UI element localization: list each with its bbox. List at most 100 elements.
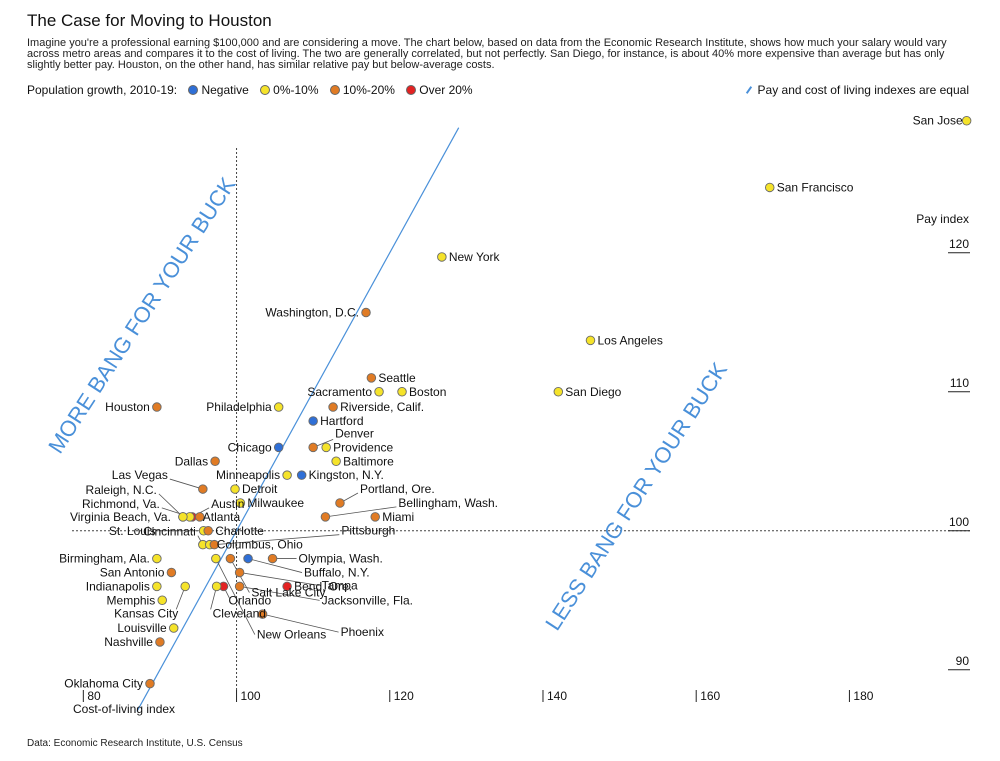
x-tick-label-180: 180 <box>853 689 873 703</box>
point-label-indianapolis: Indianapolis <box>86 579 150 593</box>
point-label-milwaukee: Milwaukee <box>247 496 304 510</box>
point-san-antonio <box>166 567 177 578</box>
legend-item-10-20: 10%-20% <box>329 83 395 97</box>
y-axis-title: Pay index <box>916 212 969 226</box>
point-nashville <box>155 637 165 647</box>
point-boston <box>397 387 407 397</box>
x-tick-label-120: 120 <box>394 689 414 703</box>
point-label-washington-d-c: Washington, D.C. <box>265 306 359 320</box>
point-indianapolis <box>152 581 162 592</box>
legend-dot-negative <box>188 85 199 95</box>
point-label-houston: Houston <box>105 400 150 414</box>
point-label-denver: Denver <box>335 426 374 440</box>
x-tick-label-140: 140 <box>547 689 567 703</box>
x-tick-label-80: 80 <box>87 689 101 703</box>
legend-text-10-20: 10%-20% <box>342 83 395 97</box>
leader-new-orleans <box>215 558 256 635</box>
point-san-diego <box>553 387 564 397</box>
point-baltimore <box>331 456 341 467</box>
y-tick-label-100: 100 <box>949 515 969 529</box>
source-note: Data: Economic Research Institute, U.S. … <box>27 738 243 749</box>
point-label-san-antonio: San Antonio <box>100 565 165 579</box>
y-tick-label-120: 120 <box>949 237 969 251</box>
point-minneapolis <box>282 470 292 480</box>
point-label-seattle: Seattle <box>378 371 416 385</box>
point-oklahoma-city <box>145 678 155 689</box>
equal-line-legend: Pay and cost of living indexes are equal <box>745 83 969 97</box>
chart-subtitle: Imagine you're a professional earning $1… <box>27 37 947 71</box>
leader-phoenix <box>262 613 339 633</box>
leader-las-vegas <box>169 478 203 490</box>
point-denver <box>308 442 318 453</box>
point-label-birmingham-ala: Birmingham, Ala. <box>59 552 150 566</box>
point-kansas-city <box>180 581 190 592</box>
point-label-tampa: Tampa <box>322 578 358 592</box>
point-label-los-angeles: Los Angeles <box>597 333 662 347</box>
point-label-pittsburgh: Pittsburgh <box>341 524 395 538</box>
point-bellingham-wash <box>320 512 331 522</box>
point-dallas <box>210 456 220 467</box>
point-label-charlotte: Charlotte <box>215 524 264 538</box>
point-label-bend-ore: Bend, Ore. <box>294 579 352 593</box>
point-pittsburgh <box>209 539 220 550</box>
point-label-minneapolis: Minneapolis <box>216 468 280 482</box>
point-jacksonville-fla <box>234 581 245 592</box>
point-label-providence: Providence <box>333 440 393 454</box>
y-tick-label-90: 90 <box>956 654 970 668</box>
point-label-boston: Boston <box>409 385 446 399</box>
legend: Population growth, 2010-19: Negative 0%-… <box>27 83 481 97</box>
point-cleveland <box>211 581 222 592</box>
point-label-columbus-ohio: Columbus, Ohio <box>217 538 303 552</box>
point-label-louisville: Louisville <box>117 621 167 635</box>
legend-item-0-10: 0%-10% <box>260 83 319 97</box>
legend-label: Population growth, 2010-19: <box>27 83 178 97</box>
point-las-vegas <box>198 484 208 494</box>
point-label-san-jose: San Jose <box>913 114 963 128</box>
legend-text-over-20: Over 20% <box>419 83 473 97</box>
point-buffalo-n-y <box>243 553 253 564</box>
legend-dot-0-10 <box>260 85 271 95</box>
point-bend-ore <box>282 581 292 592</box>
point-label-detroit: Detroit <box>242 482 278 496</box>
point-label-new-orleans: New Orleans <box>257 628 326 642</box>
point-label-richmond-va: Richmond, Va. <box>82 497 160 511</box>
point-atlanta <box>195 512 205 522</box>
point-hartford <box>308 416 318 426</box>
point-label-sacramento: Sacramento <box>307 385 372 399</box>
point-label-salt-lake-city: Salt Lake City <box>251 586 325 600</box>
point-louisville <box>168 623 179 633</box>
point-label-new-york: New York <box>449 250 501 264</box>
point-label-nashville: Nashville <box>104 635 153 649</box>
legend-text-0-10: 0%-10% <box>273 83 319 97</box>
y-tick-label-110: 110 <box>950 376 969 390</box>
point-miami <box>370 512 380 522</box>
point-phoenix <box>257 609 268 619</box>
point-san-francisco <box>764 182 775 193</box>
leader-buffalo-n-y <box>247 558 303 573</box>
leader-jacksonville-fla <box>239 585 320 601</box>
point-label-atlanta: Atlanta <box>203 510 241 524</box>
point-houston <box>152 402 162 412</box>
point-washington-d-c <box>361 307 371 318</box>
point-label-orlando: Orlando <box>229 593 272 607</box>
point-new-york <box>437 252 447 262</box>
point-label-kingston-n-y: Kingston, N.Y. <box>309 468 384 482</box>
point-label-riverside-calif: Riverside, Calif. <box>340 400 424 414</box>
point-label-st-louis: St. Louis <box>109 524 156 538</box>
point-label-cincinnati: Cincinnati <box>143 525 196 539</box>
point-label-miami: Miami <box>382 510 414 524</box>
point-label-chicago: Chicago <box>228 440 272 454</box>
point-label-olympia-wash: Olympia, Wash. <box>299 552 383 566</box>
x-tick-label-160: 160 <box>700 689 720 703</box>
point-memphis <box>157 595 167 606</box>
point-label-dallas: Dallas <box>175 454 208 468</box>
point-milwaukee <box>235 498 246 508</box>
point-salt-lake-city <box>225 553 236 564</box>
point-label-san-francisco: San Francisco <box>777 180 854 194</box>
less-bang-label: LESS BANG FOR YOUR BUCK <box>540 358 732 635</box>
legend-item-negative: Negative <box>188 83 249 97</box>
point-label-philadelphia: Philadelphia <box>206 400 272 414</box>
point-label-san-diego: San Diego <box>565 385 621 399</box>
point-detroit <box>230 484 240 494</box>
